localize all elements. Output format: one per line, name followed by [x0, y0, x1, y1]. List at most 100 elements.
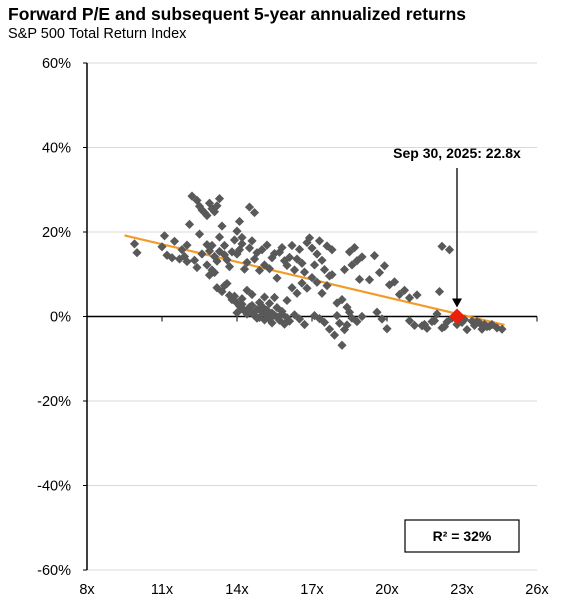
data-point [237, 294, 247, 304]
data-point [182, 240, 192, 250]
data-point [297, 278, 307, 288]
data-point [242, 257, 252, 268]
data-point [229, 291, 240, 301]
data-point [187, 191, 197, 201]
data-point [337, 340, 347, 350]
data-point [374, 267, 385, 278]
data-point [237, 239, 247, 249]
data-point [314, 236, 325, 246]
data-point [297, 258, 307, 268]
data-point [312, 277, 322, 287]
data-point [237, 299, 247, 309]
data-point [177, 245, 187, 255]
data-point [317, 255, 327, 265]
y-tick-label: -20% [37, 394, 71, 410]
data-point [277, 243, 287, 253]
data-point [337, 295, 347, 305]
data-point [219, 281, 230, 291]
data-point [204, 270, 215, 280]
chart-title: Forward P/E and subsequent 5-year annual… [8, 4, 467, 24]
data-point [302, 283, 312, 293]
data-point [254, 265, 265, 276]
data-point [404, 316, 415, 326]
data-point [217, 286, 227, 297]
data-point [409, 320, 420, 330]
highlight-point [449, 308, 465, 325]
data-point [379, 261, 390, 271]
data-point [372, 307, 382, 317]
data-point [229, 235, 240, 245]
data-point [399, 285, 410, 295]
data-point [267, 318, 277, 328]
data-point [214, 232, 225, 242]
data-point [227, 247, 237, 257]
data-point [267, 308, 277, 318]
data-point [284, 252, 295, 262]
data-point [209, 267, 220, 278]
data-point [292, 254, 302, 264]
x-tick-label: 26x [525, 582, 549, 598]
data-point [202, 210, 212, 221]
data-point [432, 309, 442, 319]
data-point [207, 265, 217, 275]
data-point [284, 316, 295, 326]
data-point [334, 318, 345, 328]
data-point [322, 281, 332, 291]
data-point [129, 239, 140, 249]
highlight-arrow-head [452, 298, 462, 308]
data-point [412, 290, 422, 300]
data-point [182, 256, 192, 267]
chart-subtitle: S&P 500 Total Return Index [8, 26, 187, 42]
data-point [364, 275, 375, 285]
data-point [277, 306, 287, 317]
data-point [227, 295, 237, 305]
data-point [234, 216, 245, 227]
data-point [332, 311, 342, 321]
data-point [309, 260, 320, 270]
y-tick-label: 0% [50, 310, 71, 326]
data-point [369, 251, 380, 261]
data-point [254, 297, 265, 308]
data-point [419, 319, 430, 330]
data-point [242, 285, 252, 295]
data-point [244, 202, 255, 212]
data-point [232, 308, 242, 318]
data-point [484, 321, 495, 331]
data-point [357, 311, 367, 322]
data-point [339, 265, 350, 275]
y-tick-label: 20% [42, 225, 71, 241]
data-point [247, 236, 257, 246]
data-point [192, 262, 202, 273]
data-point [329, 330, 340, 340]
x-tick-label: 17x [300, 582, 324, 598]
data-point [282, 295, 292, 306]
data-point [327, 245, 337, 255]
y-tick-label: -40% [37, 479, 71, 495]
data-point [349, 243, 360, 253]
data-point [157, 242, 167, 252]
x-tick-label: 8x [79, 582, 95, 598]
data-point [264, 298, 275, 309]
data-point [249, 207, 260, 218]
data-point [219, 240, 230, 251]
data-point [439, 322, 450, 332]
data-point [264, 264, 275, 274]
data-point [282, 260, 292, 270]
data-point [257, 245, 267, 255]
data-point [237, 232, 247, 243]
data-point [434, 286, 445, 297]
data-point [382, 324, 392, 334]
data-point [462, 324, 472, 335]
data-point [162, 250, 172, 260]
data-point [307, 273, 317, 283]
data-point [214, 194, 225, 204]
y-tick-label: 40% [42, 141, 71, 157]
data-point [394, 289, 405, 300]
data-point [194, 229, 205, 239]
data-point [437, 241, 447, 251]
data-point [289, 265, 300, 275]
data-point [354, 274, 365, 284]
data-point [212, 283, 222, 293]
data-point [292, 288, 302, 298]
